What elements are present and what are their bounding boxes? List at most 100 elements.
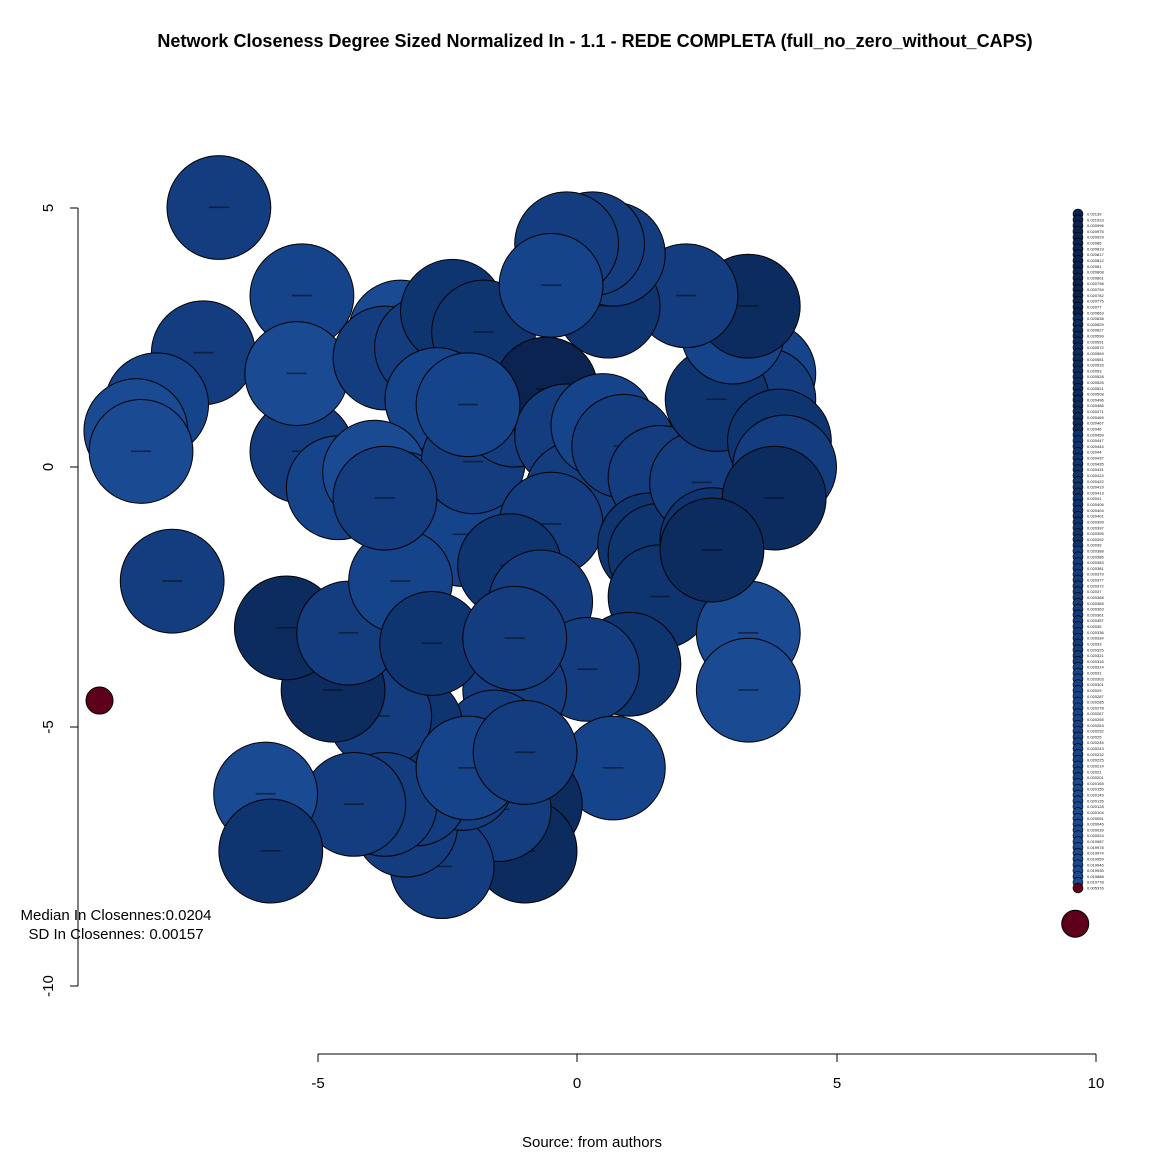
legend-swatch — [1072, 882, 1084, 894]
legend-label: 0.02033 — [1087, 641, 1102, 646]
legend-label: 0.019959 — [1087, 856, 1104, 861]
legend-label: 0.019987 — [1087, 839, 1104, 844]
legend-label: 0.020663 — [1087, 310, 1104, 315]
node-label-mark — [323, 689, 344, 691]
legend-label: 0.019778 — [1087, 880, 1104, 885]
legend-label: 0.020316 — [1087, 659, 1104, 664]
legend-label: 0.020591 — [1087, 339, 1104, 344]
node-label-mark — [390, 580, 411, 582]
legend-label: 0.02025 — [1087, 734, 1102, 739]
legend-label: 0.02035 — [1087, 624, 1102, 629]
x-tick-label: 5 — [833, 1075, 841, 1092]
legend-label: 0.02046 — [1087, 426, 1102, 431]
legend-label: 0.020024 — [1087, 833, 1104, 838]
legend-label: 0.020278 — [1087, 705, 1104, 710]
sd-annotation: SD In Closennes: 0.00157 — [28, 926, 203, 943]
legend-label: 0.020287 — [1087, 694, 1104, 699]
legend-label: 0.020386 — [1087, 554, 1104, 559]
legend-label: 0.020419 — [1087, 485, 1104, 490]
legend-label: 0.020314 — [1087, 665, 1104, 670]
legend-label: 0.020437 — [1087, 456, 1104, 461]
legend-label: 0.020214 — [1087, 763, 1104, 768]
legend-label: 0.020392 — [1087, 537, 1104, 542]
legend-label: 0.020325 — [1087, 647, 1104, 652]
legend-label: 0.020368 — [1087, 595, 1104, 600]
legend-label: 0.020321 — [1087, 653, 1104, 658]
median-annotation: Median In Closennes:0.0204 — [21, 907, 212, 924]
legend-label: 0.020406 — [1087, 502, 1104, 507]
legend-label: 0.020627 — [1087, 328, 1104, 333]
legend: 0.021390.0219230.0209960.0209750.0209290… — [1072, 208, 1104, 894]
legend-label: 0.019946 — [1087, 862, 1104, 867]
legend-label: 0.020528 — [1087, 374, 1104, 379]
legend-label: 0.02021 — [1087, 769, 1102, 774]
legend-label: 0.020301 — [1087, 682, 1104, 687]
node-label-mark — [208, 206, 229, 209]
legend-label: 0.020165 — [1087, 781, 1104, 786]
x-tick-label: 0 — [573, 1075, 581, 1092]
legend-label: 0.020265 — [1087, 717, 1104, 722]
node-label-mark — [707, 398, 728, 401]
node-label-mark — [738, 632, 759, 634]
legend-label: 0.020775 — [1087, 299, 1104, 304]
node-label-mark — [338, 632, 359, 634]
legend-label: 0.020599 — [1087, 334, 1104, 339]
legend-label: 0.020267 — [1087, 711, 1104, 716]
node-label-mark — [515, 751, 536, 754]
node-label-mark — [432, 865, 453, 868]
legend-label: 0.020422 — [1087, 479, 1104, 484]
node-label-mark — [421, 642, 442, 645]
node-label-mark — [650, 595, 671, 598]
legend-label: 0.020252 — [1087, 729, 1104, 734]
legend-label: 0.02053 — [1087, 368, 1102, 373]
source-caption: Source: from authors — [522, 1134, 662, 1151]
legend-label: 0.020435 — [1087, 461, 1104, 466]
node-label-mark — [675, 294, 696, 297]
legend-label: 0.020303 — [1087, 676, 1104, 681]
node-layer — [83, 155, 1090, 938]
legend-label: 0.020381 — [1087, 566, 1104, 571]
node-label-mark — [504, 637, 525, 639]
legend-label: 0.020128 — [1087, 804, 1104, 809]
node-label-mark — [463, 460, 484, 463]
legend-label: 0.020508 — [1087, 392, 1104, 397]
legend-label: 0.020413 — [1087, 490, 1104, 495]
legend-label: 0.020401 — [1087, 514, 1104, 519]
legend-label: 0.020819 — [1087, 246, 1104, 251]
legend-label: 0.020383 — [1087, 560, 1104, 565]
legend-label: 0.020404 — [1087, 508, 1104, 513]
legend-label: 0.020149 — [1087, 793, 1104, 798]
legend-label: 0.021923 — [1087, 217, 1104, 222]
legend-label: 0.02041 — [1087, 496, 1102, 501]
node-label-mark — [603, 767, 624, 769]
legend-label: 0.020469 — [1087, 415, 1104, 420]
legend-label: 0.020798 — [1087, 281, 1104, 286]
legend-label: 0.020638 — [1087, 316, 1104, 321]
isolate-node — [85, 686, 114, 715]
legend-label: 0.020232 — [1087, 752, 1104, 757]
legend-label: 0.02085 — [1087, 241, 1102, 246]
node-label-mark — [131, 450, 152, 453]
y-tick-label: 5 — [40, 204, 57, 212]
legend-label: 0.020397 — [1087, 525, 1104, 530]
legend-label: 0.019978 — [1087, 845, 1104, 850]
legend-label: 0.020521 — [1087, 386, 1104, 391]
legend-label: 0.019935 — [1087, 868, 1104, 873]
legend-label: 0.020091 — [1087, 816, 1104, 821]
legend-label: 0.02139 — [1087, 212, 1102, 217]
x-tick-label: -5 — [311, 1075, 324, 1092]
legend-label: 0.020225 — [1087, 758, 1104, 763]
legend-label: 0.020817 — [1087, 252, 1104, 257]
legend-label: 0.020572 — [1087, 345, 1104, 350]
legend-label: 0.020471 — [1087, 409, 1104, 414]
chart-title: Network Closeness Degree Sized Normalize… — [157, 31, 1032, 51]
legend-label: 0.020496 — [1087, 397, 1104, 402]
legend-label: 0.020526 — [1087, 380, 1104, 385]
legend-label: 0.020801 — [1087, 275, 1104, 280]
legend-label: 0.020155 — [1087, 787, 1104, 792]
node-label-mark — [374, 497, 395, 499]
node-label-mark — [701, 549, 722, 551]
legend-label: 0.020629 — [1087, 322, 1104, 327]
legend-label: 0.020569 — [1087, 351, 1104, 356]
